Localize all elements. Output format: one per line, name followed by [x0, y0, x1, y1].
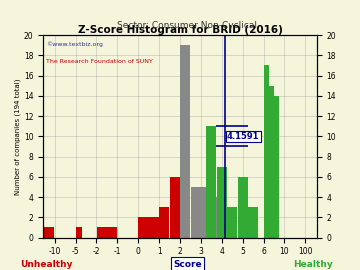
Bar — [149, 217, 159, 238]
Bar — [97, 227, 117, 238]
Bar — [76, 227, 82, 238]
Bar — [170, 177, 180, 238]
Bar — [217, 167, 227, 238]
Text: Sector: Consumer Non-Cyclical: Sector: Consumer Non-Cyclical — [117, 21, 257, 30]
Bar — [38, 227, 54, 238]
Bar — [269, 86, 274, 238]
Bar — [227, 207, 237, 238]
Text: Unhealthy: Unhealthy — [21, 260, 73, 269]
Bar — [248, 207, 258, 238]
Bar — [180, 45, 190, 238]
Bar — [206, 126, 216, 238]
Text: ©www.textbiz.org: ©www.textbiz.org — [46, 41, 103, 47]
Y-axis label: Number of companies (194 total): Number of companies (194 total) — [14, 78, 21, 195]
Bar — [201, 187, 211, 238]
Text: Score: Score — [173, 260, 202, 269]
Bar — [190, 187, 201, 238]
Bar — [274, 96, 279, 238]
Text: Healthy: Healthy — [293, 260, 333, 269]
Bar — [238, 177, 248, 238]
Bar — [264, 65, 269, 238]
Bar — [159, 207, 170, 238]
Bar — [211, 197, 222, 238]
Text: The Research Foundation of SUNY: The Research Foundation of SUNY — [46, 59, 153, 65]
Bar — [138, 217, 149, 238]
Title: Z-Score Histogram for BRID (2016): Z-Score Histogram for BRID (2016) — [77, 25, 283, 35]
Text: 4.1591: 4.1591 — [227, 132, 259, 141]
